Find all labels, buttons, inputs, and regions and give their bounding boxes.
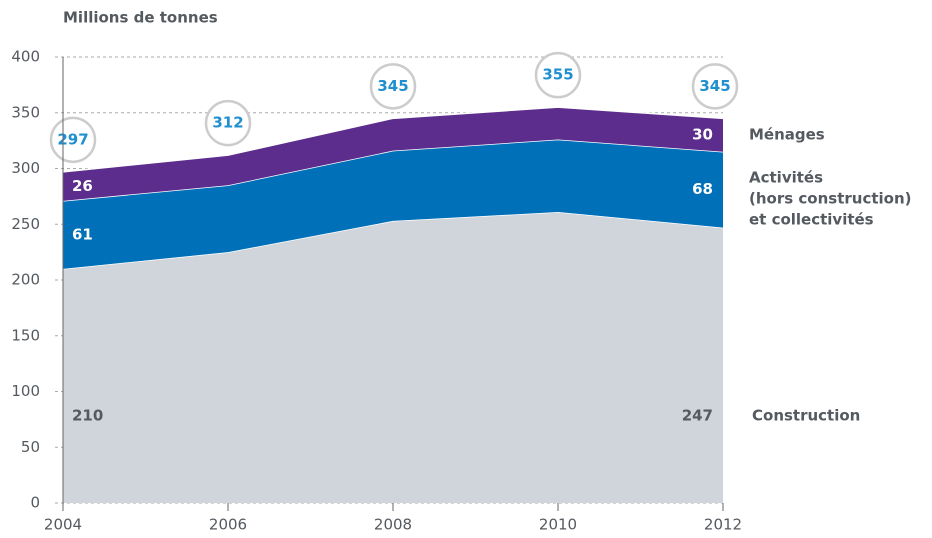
y-tick-label: 100 xyxy=(11,382,40,400)
total-label: 345 xyxy=(699,77,730,95)
total-label: 312 xyxy=(212,114,243,132)
area xyxy=(63,139,723,269)
y-tick-label: 250 xyxy=(11,215,40,233)
total-badge xyxy=(534,51,582,99)
y-tick-label: 0 xyxy=(30,494,40,512)
series-label: Activités (hors construction) et collect… xyxy=(749,168,912,229)
total-badge xyxy=(369,63,417,110)
x-tick-label: 2012 xyxy=(704,516,742,534)
x-tick-label: 2004 xyxy=(44,516,82,534)
y-tick-label: 50 xyxy=(21,438,40,456)
data-label: 26 xyxy=(72,177,93,195)
total-badge xyxy=(204,99,252,147)
x-tick-label: 2006 xyxy=(209,516,247,534)
y-tick-label: 200 xyxy=(11,271,40,289)
area xyxy=(63,211,723,504)
chart-title: Millions de tonnes xyxy=(63,9,218,27)
y-tick-label: 350 xyxy=(11,103,40,121)
data-label: 247 xyxy=(682,407,713,425)
y-tick-label: 400 xyxy=(11,48,40,66)
x-tick-label: 2010 xyxy=(539,516,577,534)
total-label: 345 xyxy=(377,77,408,95)
series-label: Ménages xyxy=(749,125,825,144)
total-badge xyxy=(691,63,739,110)
series-label: Construction xyxy=(752,406,861,425)
y-tick-label: 300 xyxy=(11,159,40,177)
data-label: 61 xyxy=(72,225,93,243)
data-label: 210 xyxy=(72,407,103,425)
y-tick-label: 150 xyxy=(11,326,40,344)
data-label: 68 xyxy=(692,180,713,198)
total-label: 297 xyxy=(57,130,88,148)
area-edge xyxy=(62,106,724,173)
x-tick-label: 2008 xyxy=(374,516,412,534)
area xyxy=(63,107,723,201)
total-label: 355 xyxy=(542,66,573,84)
data-label: 30 xyxy=(692,126,713,144)
total-badge xyxy=(49,116,97,164)
